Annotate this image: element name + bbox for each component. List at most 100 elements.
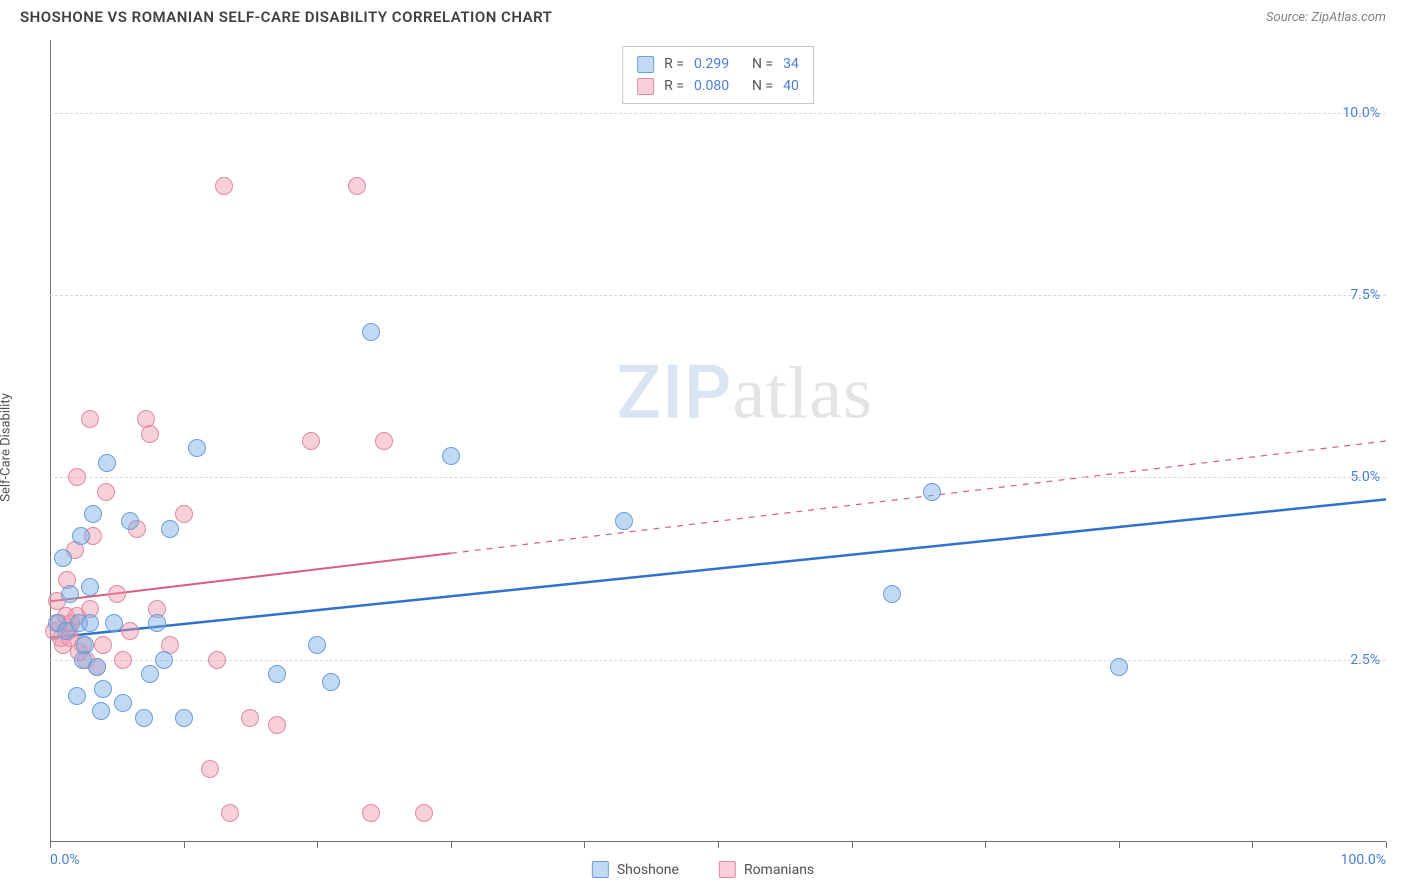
data-point [268, 716, 286, 734]
y-tick-label: 10.0% [1342, 105, 1380, 121]
x-tick [1252, 842, 1253, 848]
data-point [88, 658, 106, 676]
data-point [362, 804, 380, 822]
data-point [161, 520, 179, 538]
legend-swatch-shoshone [592, 861, 609, 878]
x-axis-min-label: 0.0% [50, 852, 80, 868]
stats-row-romanians: R = 0.080 N = 40 [637, 75, 799, 97]
r-label: R = [664, 53, 684, 75]
data-point [241, 709, 259, 727]
x-tick [317, 842, 318, 848]
gridline [50, 113, 1386, 114]
x-tick [451, 842, 452, 848]
data-point [208, 651, 226, 669]
watermark-atlas: atlas [732, 352, 873, 434]
legend-label-shoshone: Shoshone [617, 862, 679, 878]
data-point [72, 527, 90, 545]
data-point [121, 512, 139, 530]
watermark: ZIPatlas [617, 349, 873, 436]
y-tick-label: 2.5% [1350, 652, 1380, 668]
swatch-romanians [637, 78, 654, 95]
legend-label-romanians: Romanians [744, 862, 814, 878]
data-point [68, 687, 86, 705]
data-point [54, 549, 72, 567]
data-point [135, 709, 153, 727]
data-point [615, 512, 633, 530]
data-point [215, 177, 233, 195]
gridline [50, 660, 1386, 661]
data-point [1110, 658, 1128, 676]
data-point [883, 585, 901, 603]
legend-item-romanians: Romanians [719, 861, 814, 878]
stats-row-shoshone: R = 0.299 N = 34 [637, 53, 799, 75]
data-point [84, 505, 102, 523]
data-point [81, 578, 99, 596]
x-tick [584, 842, 585, 848]
data-point [97, 483, 115, 501]
gridline [50, 295, 1386, 296]
data-point [442, 447, 460, 465]
data-point [362, 323, 380, 341]
legend-swatch-romanians [719, 861, 736, 878]
y-tick-label: 7.5% [1350, 287, 1380, 303]
data-point [141, 665, 159, 683]
x-axis-max-label: 100.0% [1341, 852, 1386, 868]
data-point [105, 614, 123, 632]
chart-title: SHOSHONE VS ROMANIAN SELF-CARE DISABILIT… [20, 8, 552, 26]
data-point [322, 673, 340, 691]
y-tick-label: 5.0% [1350, 469, 1380, 485]
data-point [121, 622, 139, 640]
x-tick [852, 842, 853, 848]
swatch-shoshone [637, 56, 654, 73]
data-point [308, 636, 326, 654]
r-value-shoshone: 0.299 [694, 53, 742, 75]
data-point [201, 760, 219, 778]
data-point [114, 651, 132, 669]
data-point [375, 432, 393, 450]
data-point [114, 694, 132, 712]
x-tick [718, 842, 719, 848]
x-tick [1119, 842, 1120, 848]
chart-area: ZIPatlas R = 0.299 N = 34 R = 0.080 N = … [50, 40, 1386, 842]
data-point [348, 177, 366, 195]
legend-item-shoshone: Shoshone [592, 861, 679, 878]
data-point [175, 709, 193, 727]
gridline [50, 477, 1386, 478]
data-point [148, 614, 166, 632]
data-point [155, 651, 173, 669]
data-point [175, 505, 193, 523]
data-point [188, 439, 206, 457]
r-label-2: R = [664, 75, 684, 97]
data-point [76, 636, 94, 654]
legend: Shoshone Romanians [592, 861, 814, 878]
data-point [415, 804, 433, 822]
data-point [302, 432, 320, 450]
y-axis-line [50, 40, 51, 842]
data-point [98, 454, 116, 472]
y-axis-label: Self-Care Disability [0, 393, 14, 501]
n-label-2: N = [752, 75, 773, 97]
n-value-shoshone: 34 [783, 53, 799, 75]
data-point [221, 804, 239, 822]
data-point [268, 665, 286, 683]
data-point [81, 410, 99, 428]
x-tick [985, 842, 986, 848]
data-point [68, 468, 86, 486]
source-label: Source: ZipAtlas.com [1266, 10, 1386, 25]
data-point [141, 425, 159, 443]
data-point [92, 702, 110, 720]
header: SHOSHONE VS ROMANIAN SELF-CARE DISABILIT… [0, 0, 1406, 30]
r-value-romanians: 0.080 [694, 75, 742, 97]
data-point [94, 680, 112, 698]
watermark-zip: ZIP [617, 349, 733, 436]
x-tick [1386, 842, 1387, 848]
data-point [61, 585, 79, 603]
stats-box: R = 0.299 N = 34 R = 0.080 N = 40 [622, 46, 814, 104]
x-tick [50, 842, 51, 848]
data-point [94, 636, 112, 654]
n-value-romanians: 40 [783, 75, 799, 97]
data-point [81, 614, 99, 632]
data-point [923, 483, 941, 501]
plot-surface: ZIPatlas R = 0.299 N = 34 R = 0.080 N = … [50, 40, 1386, 842]
data-point [108, 585, 126, 603]
